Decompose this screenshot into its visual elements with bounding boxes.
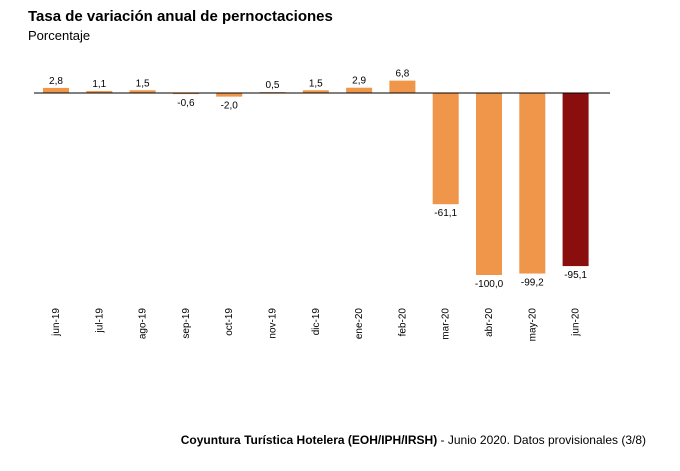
tick-label-sep-19: sep-19 bbox=[181, 308, 192, 339]
tick-label-jul-19: jul-19 bbox=[94, 308, 105, 334]
tick-label-ene-20: ene-20 bbox=[354, 308, 365, 340]
value-label-dic-19: 1,5 bbox=[309, 78, 323, 89]
tick-label-oct-19: oct-19 bbox=[224, 308, 235, 336]
bar-mar-20 bbox=[432, 93, 459, 205]
tick-label-feb-20: feb-20 bbox=[397, 308, 408, 337]
bar-jun-19 bbox=[43, 87, 69, 93]
bar-jun-20 bbox=[562, 93, 589, 267]
bars-group bbox=[43, 80, 589, 275]
value-label-sep-19: -0,6 bbox=[177, 98, 195, 109]
value-label-nov-19: 0,5 bbox=[266, 80, 280, 91]
value-label-ene-20: 2,9 bbox=[352, 76, 366, 87]
value-label-jul-19: 1,1 bbox=[92, 79, 106, 90]
tick-label-dic-19: dic-19 bbox=[311, 308, 322, 336]
value-label-oct-19: -2,0 bbox=[221, 101, 239, 112]
chart-subtitle: Porcentaje bbox=[28, 28, 91, 43]
chart-title: Tasa de variación anual de pernoctacione… bbox=[28, 8, 333, 25]
tick-label-mar-20: mar-20 bbox=[441, 308, 452, 340]
footer-source-bold: Coyuntura Turística Hotelera (EOH/IPH/IR… bbox=[180, 433, 438, 447]
bar-dic-19 bbox=[302, 90, 329, 93]
value-label-ago-19: 1,5 bbox=[136, 78, 150, 89]
tick-label-may-20: may-20 bbox=[527, 308, 538, 342]
footer-source-text: - Junio 2020. Datos provisionales (3/8) bbox=[437, 433, 646, 447]
value-label-feb-20: 6,8 bbox=[395, 69, 409, 80]
bar-ago-19 bbox=[129, 90, 156, 93]
value-label-abr-20: -100,0 bbox=[475, 279, 504, 290]
bar-feb-20 bbox=[389, 80, 416, 93]
bar-jul-19 bbox=[86, 90, 113, 93]
bar-sep-19 bbox=[172, 93, 199, 95]
value-labels-group: 2,8 1,1 1,5 -0,6 -2,0 0,5 1,5 2,9 6,8 -61,1 -100,0… bbox=[49, 69, 587, 290]
tick-label-ago-19: ago-19 bbox=[138, 308, 149, 340]
tick-label-abr-20: abr-20 bbox=[484, 308, 495, 337]
bar-ene-20 bbox=[346, 87, 373, 93]
value-label-may-20: -99,2 bbox=[521, 278, 544, 289]
tick-label-jun-20: jun-20 bbox=[571, 308, 582, 337]
bar-oct-19 bbox=[216, 93, 243, 97]
bar-may-20 bbox=[519, 93, 546, 274]
tick-label-nov-19: nov-19 bbox=[268, 308, 279, 339]
value-label-mar-20: -61,1 bbox=[434, 208, 457, 219]
category-labels-group: jun-19 jul-19 ago-19 sep-19 oct-19 nov-19 dic-… bbox=[51, 308, 582, 342]
value-label-jun-19: 2,8 bbox=[49, 76, 63, 87]
footer-source: Coyuntura Turística Hotelera (EOH/IPH/IR… bbox=[181, 433, 646, 447]
bar-abr-20 bbox=[476, 93, 502, 275]
value-label-jun-20: -95,1 bbox=[564, 270, 587, 281]
tick-label-jun-19: jun-19 bbox=[51, 308, 62, 337]
